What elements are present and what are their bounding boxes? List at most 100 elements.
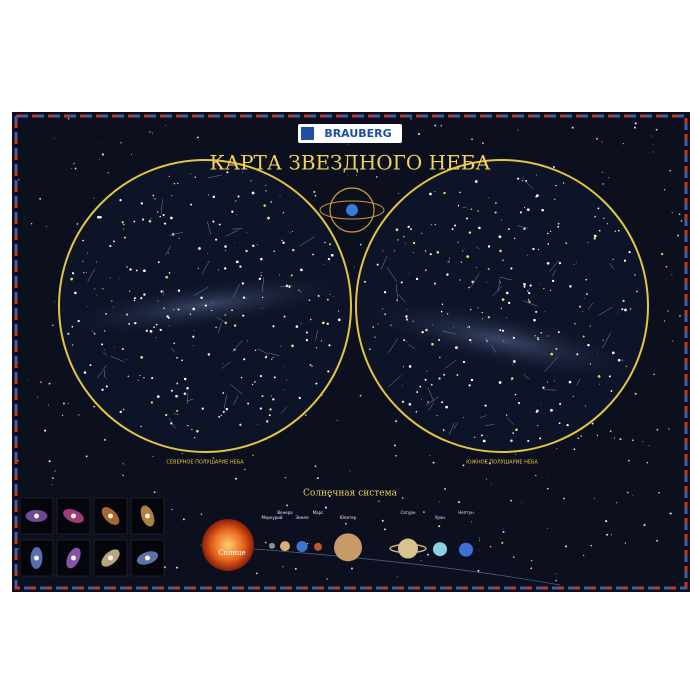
star [501, 541, 504, 544]
star [222, 410, 225, 413]
star [671, 274, 673, 276]
star [234, 242, 235, 244]
star [652, 151, 654, 153]
star [102, 288, 104, 290]
star [479, 537, 480, 539]
star [532, 247, 535, 251]
planet [314, 542, 322, 551]
star [541, 208, 544, 212]
star [502, 530, 505, 533]
star [212, 195, 216, 199]
star [272, 398, 275, 401]
star [636, 290, 638, 293]
star [251, 383, 254, 386]
star [190, 203, 193, 206]
star [241, 172, 243, 173]
planet [280, 541, 290, 552]
star [565, 242, 568, 245]
star [540, 332, 543, 334]
planet-label: Земля [295, 515, 309, 520]
star [212, 301, 214, 303]
star [470, 521, 472, 523]
constellation-line [280, 406, 288, 415]
star [54, 301, 56, 303]
star [376, 176, 378, 178]
star [393, 250, 395, 252]
star [369, 348, 371, 350]
star [499, 329, 502, 332]
star [444, 487, 446, 490]
star [474, 436, 476, 438]
star [459, 191, 461, 194]
galaxy-core [34, 513, 39, 519]
star [207, 253, 208, 255]
star [499, 249, 502, 253]
star [87, 252, 89, 254]
orbit-diagram [329, 187, 375, 233]
star [121, 221, 124, 224]
star [603, 217, 605, 219]
star [416, 391, 419, 393]
constellation-lines [67, 171, 638, 443]
star [314, 465, 317, 468]
star [133, 296, 137, 300]
constellation-line [523, 373, 530, 380]
star [364, 280, 366, 283]
star [17, 460, 19, 462]
star [514, 453, 516, 455]
star [383, 528, 386, 531]
star [168, 175, 170, 177]
star [515, 428, 518, 432]
star [126, 266, 128, 268]
star [245, 297, 247, 299]
star [443, 374, 446, 376]
star [591, 422, 594, 425]
star [453, 327, 454, 328]
constellation-line [232, 340, 243, 353]
constellation-line [160, 199, 163, 214]
star [474, 180, 478, 183]
star [539, 437, 542, 440]
star [669, 512, 670, 514]
star [432, 461, 435, 464]
solar-system-title: Солнечная система [303, 489, 398, 499]
star [157, 261, 160, 264]
constellation-line [170, 347, 176, 353]
star [621, 359, 623, 361]
star [466, 255, 470, 259]
star [556, 447, 558, 449]
star [412, 252, 414, 254]
star [326, 578, 328, 580]
star [490, 483, 492, 485]
star [327, 370, 330, 373]
galaxy-core [145, 555, 150, 561]
star [614, 230, 616, 232]
star [146, 330, 148, 332]
star [661, 252, 664, 256]
star [74, 291, 77, 295]
star [514, 393, 517, 396]
constellation-line [149, 217, 153, 220]
star [93, 197, 95, 199]
constellation-line [217, 322, 222, 333]
star [372, 326, 374, 328]
milky-way [364, 301, 640, 379]
star [599, 383, 601, 385]
star [488, 197, 490, 199]
star [669, 512, 672, 515]
star [634, 122, 637, 125]
star [494, 211, 497, 214]
star [537, 336, 539, 339]
star [573, 264, 575, 265]
star [101, 153, 104, 156]
constellation-line [193, 287, 209, 296]
star [427, 401, 429, 403]
star [423, 511, 425, 513]
star [434, 223, 436, 226]
star [550, 352, 554, 356]
star [482, 439, 486, 443]
star [619, 438, 622, 441]
star [173, 182, 176, 185]
star [409, 273, 411, 275]
star [330, 253, 334, 257]
